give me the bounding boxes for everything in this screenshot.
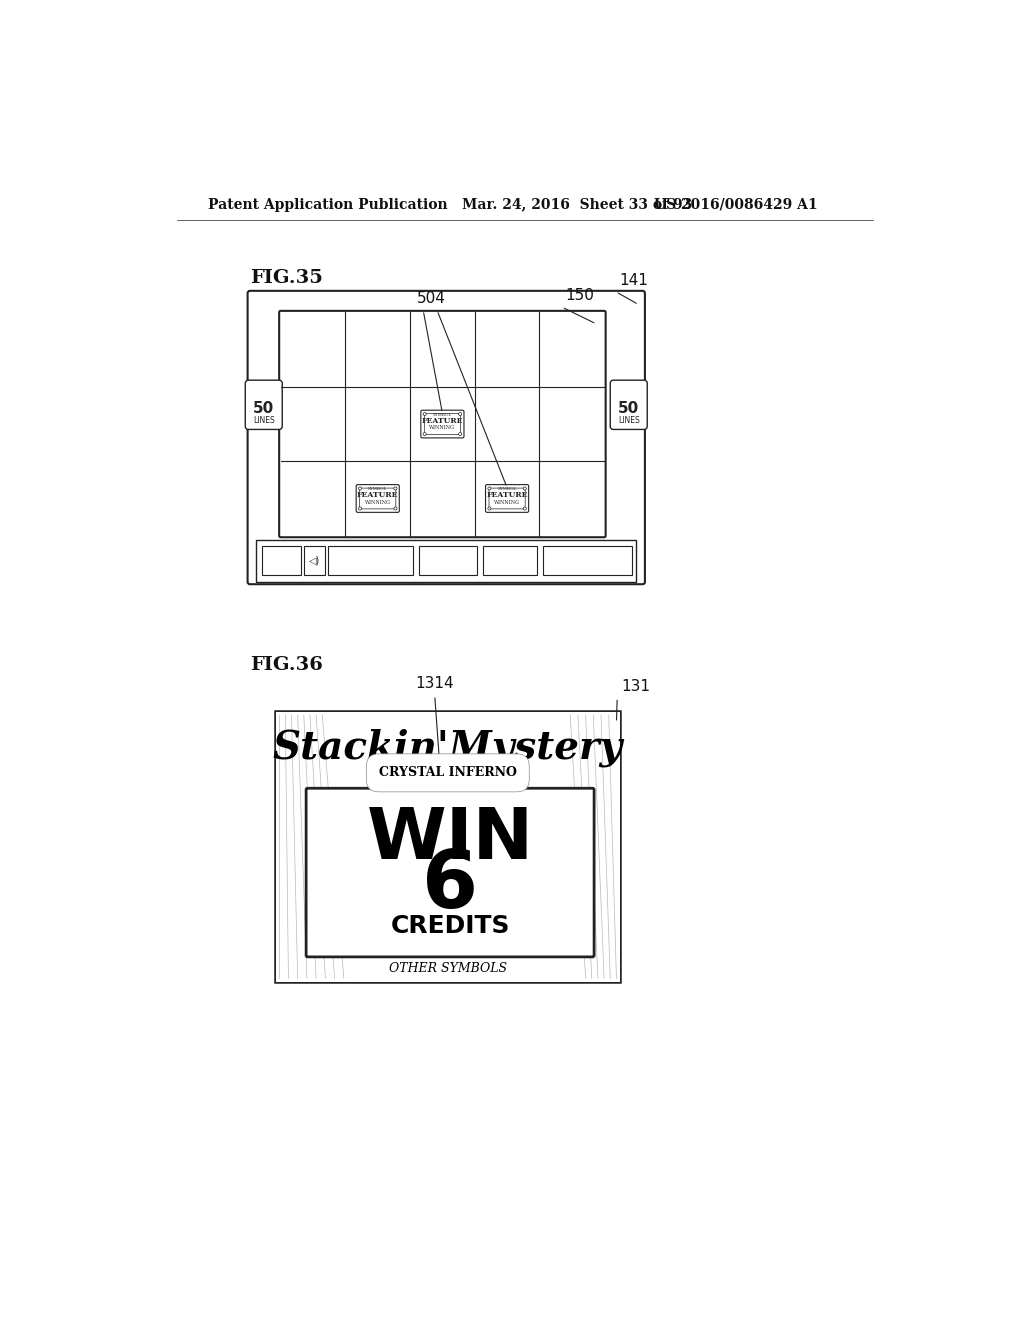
Text: 50: 50	[253, 401, 274, 416]
Text: WIN: WIN	[367, 805, 534, 874]
Text: 6: 6	[422, 847, 478, 925]
Text: FIG.35: FIG.35	[250, 269, 323, 286]
Circle shape	[459, 433, 462, 436]
Text: WINNING: WINNING	[429, 425, 456, 430]
Circle shape	[394, 487, 397, 490]
Text: 141: 141	[620, 273, 648, 288]
Circle shape	[459, 413, 462, 416]
Text: FEATURE: FEATURE	[486, 491, 527, 499]
Bar	[304, 545, 326, 576]
FancyBboxPatch shape	[489, 488, 525, 510]
Text: SYMBOL: SYMBOL	[433, 413, 452, 417]
Text: CRYSTAL INFERNO: CRYSTAL INFERNO	[379, 767, 517, 779]
Text: Mar. 24, 2016  Sheet 33 of 93: Mar. 24, 2016 Sheet 33 of 93	[462, 198, 692, 211]
Bar	[256, 540, 637, 582]
Text: LINES: LINES	[253, 416, 274, 425]
Bar	[262, 545, 301, 576]
Text: FEATURE: FEATURE	[422, 417, 463, 425]
Text: SYMBOL: SYMBOL	[498, 487, 517, 491]
FancyBboxPatch shape	[610, 380, 647, 429]
Text: WINNING: WINNING	[365, 500, 391, 504]
FancyBboxPatch shape	[306, 788, 594, 957]
Text: ◁): ◁)	[309, 556, 321, 565]
Bar	[419, 545, 477, 576]
Bar	[275, 711, 621, 982]
Circle shape	[523, 507, 526, 510]
Text: 504: 504	[417, 292, 445, 306]
Text: Patent Application Publication: Patent Application Publication	[208, 198, 447, 211]
FancyBboxPatch shape	[280, 312, 605, 537]
FancyBboxPatch shape	[246, 380, 283, 429]
FancyBboxPatch shape	[421, 411, 464, 438]
Text: Stackin'Mystery: Stackin'Mystery	[272, 729, 623, 767]
Circle shape	[487, 507, 490, 510]
Text: 131: 131	[621, 678, 650, 693]
FancyBboxPatch shape	[356, 484, 399, 512]
Text: US 2016/0086429 A1: US 2016/0086429 A1	[654, 198, 818, 211]
Bar	[276, 711, 620, 982]
Bar	[329, 545, 413, 576]
Text: FIG.36: FIG.36	[250, 656, 323, 675]
Circle shape	[523, 487, 526, 490]
FancyBboxPatch shape	[424, 413, 461, 434]
Circle shape	[358, 487, 361, 490]
Text: LINES: LINES	[617, 416, 640, 425]
Text: SYMBOL: SYMBOL	[368, 487, 387, 491]
Text: OTHER SYMBOLS: OTHER SYMBOLS	[389, 962, 507, 975]
FancyBboxPatch shape	[248, 290, 645, 585]
Text: 150: 150	[565, 288, 595, 304]
Circle shape	[358, 507, 361, 510]
Bar	[483, 545, 538, 576]
Circle shape	[423, 433, 426, 436]
Circle shape	[423, 413, 426, 416]
Text: CREDITS: CREDITS	[390, 913, 510, 937]
FancyBboxPatch shape	[485, 484, 528, 512]
Text: WINNING: WINNING	[495, 500, 520, 504]
Bar	[544, 545, 632, 576]
Text: 1314: 1314	[416, 676, 454, 692]
Text: FEATURE: FEATURE	[357, 491, 398, 499]
FancyBboxPatch shape	[359, 488, 396, 510]
Circle shape	[394, 507, 397, 510]
Circle shape	[487, 487, 490, 490]
Text: 50: 50	[618, 401, 639, 416]
